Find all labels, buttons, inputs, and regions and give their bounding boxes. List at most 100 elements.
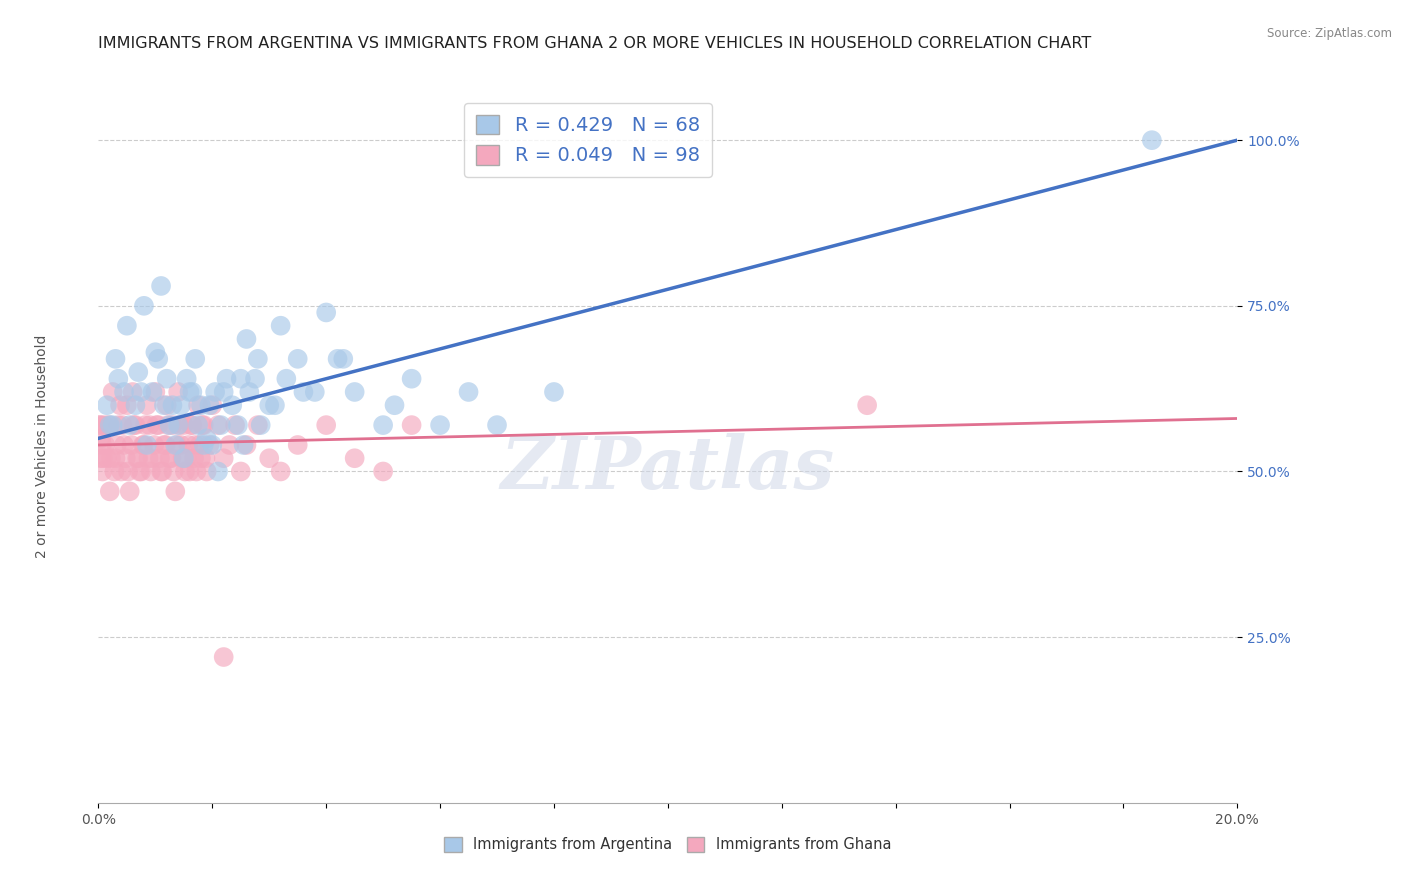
Point — [193, 438, 215, 452]
Point — [304, 384, 326, 399]
Point — [343, 384, 366, 399]
Point — [486, 418, 509, 433]
Point — [141, 384, 163, 399]
Point — [150, 465, 173, 479]
Point — [159, 451, 181, 466]
Point — [101, 384, 124, 399]
Point — [243, 372, 266, 386]
Point — [162, 465, 184, 479]
Point — [215, 372, 238, 386]
Point — [221, 398, 243, 412]
Point — [117, 465, 139, 479]
Point — [332, 351, 354, 366]
Point — [173, 451, 195, 466]
Point — [103, 465, 125, 479]
Point — [292, 384, 315, 399]
Point — [118, 418, 141, 433]
Point — [150, 465, 173, 479]
Point — [110, 465, 132, 479]
Point — [166, 438, 188, 452]
Point — [259, 451, 281, 466]
Point — [184, 351, 207, 366]
Point — [184, 438, 207, 452]
Point — [401, 418, 423, 433]
Point — [170, 438, 193, 452]
Point — [127, 365, 149, 379]
Point — [457, 384, 479, 399]
Point — [90, 438, 112, 452]
Point — [212, 384, 235, 399]
Point — [193, 418, 215, 433]
Point — [174, 465, 197, 479]
Point — [115, 318, 138, 333]
Point — [135, 398, 157, 412]
Point — [543, 384, 565, 399]
Point — [156, 418, 179, 433]
Point — [191, 418, 214, 433]
Point — [401, 372, 423, 386]
Point — [176, 372, 198, 386]
Point — [124, 418, 146, 433]
Point — [201, 398, 224, 412]
Point — [235, 332, 257, 346]
Point — [138, 418, 160, 433]
Point — [122, 418, 145, 433]
Point — [132, 438, 155, 452]
Point — [207, 465, 229, 479]
Point — [238, 384, 260, 399]
Point — [180, 418, 202, 433]
Point — [204, 384, 226, 399]
Point — [156, 372, 179, 386]
Point — [209, 418, 232, 433]
Point — [98, 418, 121, 433]
Point — [326, 351, 349, 366]
Point — [91, 465, 114, 479]
Point — [145, 418, 167, 433]
Point — [138, 451, 160, 466]
Point — [165, 438, 187, 452]
Point — [246, 418, 269, 433]
Point — [190, 451, 212, 466]
Point — [111, 418, 134, 433]
Point — [212, 650, 235, 665]
Point — [212, 451, 235, 466]
Point — [181, 384, 204, 399]
Point — [172, 451, 194, 466]
Point — [198, 398, 221, 412]
Point — [134, 418, 156, 433]
Point — [179, 465, 201, 479]
Point — [235, 438, 257, 452]
Point — [156, 398, 179, 412]
Point — [162, 418, 184, 433]
Point — [90, 451, 112, 466]
Point — [132, 299, 155, 313]
Point — [183, 451, 205, 466]
Point — [141, 451, 163, 466]
Point — [153, 438, 176, 452]
Point — [287, 351, 309, 366]
Point — [97, 418, 120, 433]
Point — [104, 451, 127, 466]
Point — [98, 484, 121, 499]
Point — [148, 418, 170, 433]
Point — [127, 451, 149, 466]
Point — [232, 438, 254, 452]
Point — [120, 438, 142, 452]
Point — [162, 398, 184, 412]
Point — [93, 418, 115, 433]
Point — [371, 418, 394, 433]
Point — [145, 345, 167, 359]
Point — [371, 465, 394, 479]
Point — [129, 384, 152, 399]
Point — [194, 451, 217, 466]
Point — [343, 451, 366, 466]
Point — [145, 384, 167, 399]
Point — [127, 451, 149, 466]
Point — [188, 438, 211, 452]
Text: 2 or more Vehicles in Household: 2 or more Vehicles in Household — [35, 334, 49, 558]
Point — [155, 438, 177, 452]
Text: Source: ZipAtlas.com: Source: ZipAtlas.com — [1267, 27, 1392, 40]
Point — [246, 351, 269, 366]
Point — [181, 418, 204, 433]
Point — [264, 398, 287, 412]
